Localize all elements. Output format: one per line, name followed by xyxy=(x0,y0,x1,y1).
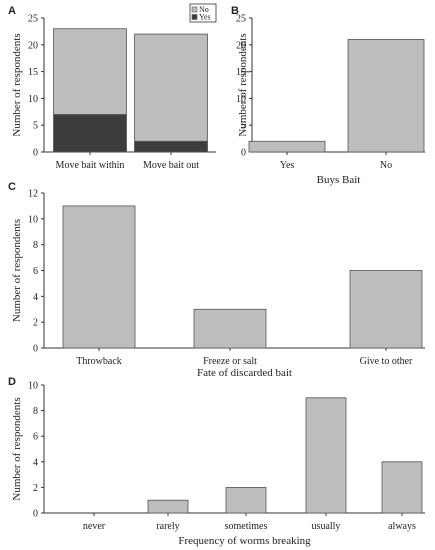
bar-no xyxy=(134,33,208,142)
x-tick-label: always xyxy=(388,521,416,532)
y-tick-label: 10 xyxy=(28,214,38,225)
bar xyxy=(193,308,267,349)
y-tick-label: 6 xyxy=(33,266,38,277)
x-tick-label: Freeze or salt xyxy=(203,356,257,367)
bar-yes xyxy=(134,140,208,153)
panel-c: C 0 2 4 6 8 10 12 Number of respondents Throwback… xyxy=(8,181,425,379)
bar xyxy=(62,205,136,349)
bar xyxy=(381,461,423,514)
y-tick-label: 0 xyxy=(33,509,38,520)
y-tick-label: 12 xyxy=(28,189,38,200)
panel-letter: D xyxy=(8,376,16,388)
bar-yes xyxy=(53,114,127,153)
y-tick-label: 20 xyxy=(28,40,38,51)
x-tick-label: Move bait out xyxy=(143,160,199,171)
x-axis-label: Frequency of worms breaking xyxy=(178,535,311,547)
y-tick-label: 4 xyxy=(33,292,38,303)
y-tick-label: 15 xyxy=(236,67,246,78)
y-axis-label: Number of respondents xyxy=(237,33,249,136)
x-axis-label: Fate of discarded bait xyxy=(197,367,292,379)
bar xyxy=(349,270,423,349)
y-tick-label: 8 xyxy=(33,240,38,251)
bar xyxy=(147,499,189,514)
panel-a: A 0 5 10 15 20 25 Number of respondents Move bai… xyxy=(8,3,217,171)
y-tick-label: 5 xyxy=(33,121,38,132)
y-tick-label: 25 xyxy=(28,14,38,25)
y-tick-label: 8 xyxy=(33,406,38,417)
bar xyxy=(347,39,425,153)
y-tick-label: 0 xyxy=(33,148,38,159)
x-tick-label: usually xyxy=(312,521,341,532)
y-tick-label: 15 xyxy=(28,67,38,78)
legend-label-no: No xyxy=(199,5,209,14)
panel-letter: C xyxy=(8,181,16,193)
panel-d: D 0 2 4 6 8 10 Number of respondents never rarely… xyxy=(8,376,425,547)
y-tick-label: 2 xyxy=(33,318,38,329)
y-axis-label: Number of respondents xyxy=(11,33,23,136)
x-tick-label: Move bait within xyxy=(56,160,125,171)
y-tick-label: 4 xyxy=(33,457,38,468)
bar xyxy=(305,397,347,514)
y-tick-label: 10 xyxy=(28,94,38,105)
y-tick-label: 10 xyxy=(28,381,38,392)
y-tick-label: 20 xyxy=(236,40,246,51)
panel-b: B 0 5 10 15 20 25 Number of respondents Yes No Buy… xyxy=(231,5,425,186)
x-tick-label: rarely xyxy=(156,521,179,532)
legend-label-yes: Yes xyxy=(199,13,211,22)
legend-swatch-no xyxy=(191,6,198,13)
bar xyxy=(248,140,326,153)
y-axis-label: Number of respondents xyxy=(11,219,23,322)
panel-letter: B xyxy=(231,5,239,17)
y-tick-label: 6 xyxy=(33,432,38,443)
y-tick-label: 0 xyxy=(33,344,38,355)
x-tick-label: never xyxy=(83,521,106,532)
y-tick-label: 2 xyxy=(33,483,38,494)
panel-letter: A xyxy=(8,5,16,17)
x-tick-label: Throwback xyxy=(76,356,122,367)
x-tick-label: No xyxy=(380,160,392,171)
bar-no xyxy=(53,28,127,115)
x-tick-label: Yes xyxy=(280,160,295,171)
y-tick-label: 5 xyxy=(241,121,246,132)
y-tick-label: 25 xyxy=(236,14,246,25)
legend-swatch-yes xyxy=(191,14,198,20)
y-tick-label: 0 xyxy=(241,148,246,159)
bar xyxy=(225,486,267,514)
y-tick-label: 10 xyxy=(236,94,246,105)
y-axis-label: Number of respondents xyxy=(11,397,23,500)
x-tick-label: Give to other xyxy=(360,356,413,367)
x-axis-label: Buys Bait xyxy=(317,174,361,186)
x-tick-label: sometimes xyxy=(225,521,268,532)
